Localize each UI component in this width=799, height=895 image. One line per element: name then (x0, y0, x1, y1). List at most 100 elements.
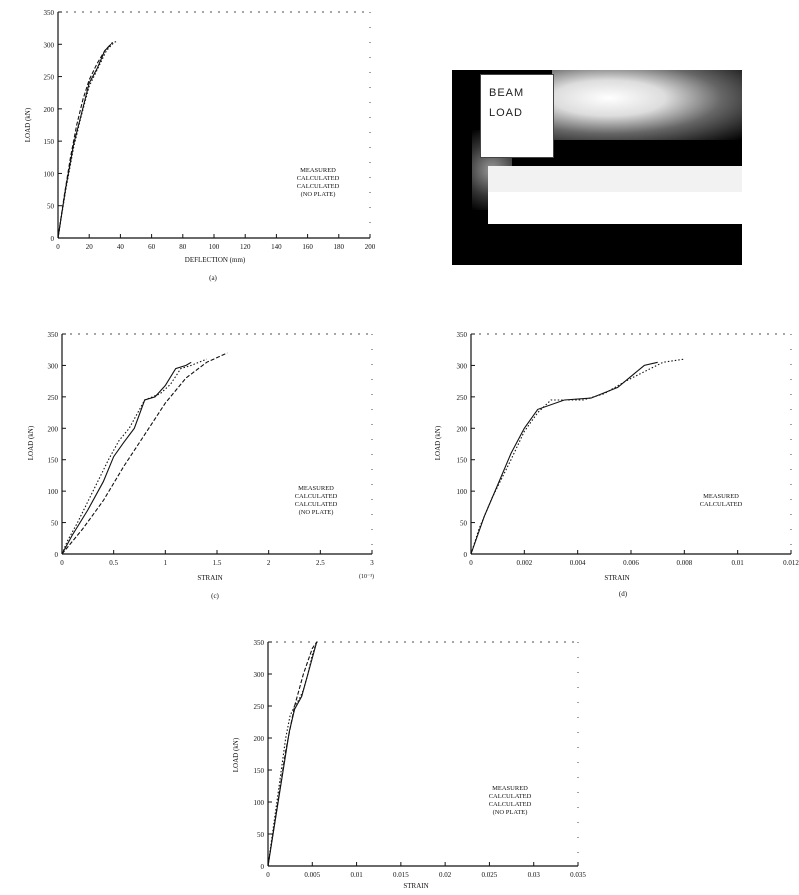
y-tick-label: 350 (44, 9, 55, 17)
x-tick-label: 0.015 (393, 871, 409, 879)
y-tick-label: 250 (457, 394, 468, 402)
chart-load-strain-e: 0 0.005 0.01 0.015 0.02 0.025 0.03 0.035 0 50 100 1… (232, 639, 586, 890)
x-tick-label: 20 (86, 243, 94, 251)
legend-entry: (NO PLATE) (493, 809, 528, 816)
y-tick-label: 350 (254, 639, 265, 647)
y-tick-label: 150 (457, 457, 468, 465)
series-line-1 (61, 358, 207, 555)
beam-photo: BEAM LOAD (452, 70, 742, 265)
x-tick-label: 0.004 (570, 559, 586, 567)
y-tick-label: 250 (44, 74, 55, 82)
y-tick-label: 250 (254, 703, 265, 711)
x-axis-label: DEFLECTION (mm) (185, 256, 246, 264)
series-line-2 (470, 361, 658, 555)
x-tick-label: 0.02 (439, 871, 452, 879)
y-tick-label: 0 (55, 551, 59, 559)
x-tick-label: 0.03 (528, 871, 541, 879)
y-tick-label: 200 (457, 425, 468, 433)
y-tick-label: 100 (254, 799, 265, 807)
y-tick-label: 250 (48, 394, 59, 402)
x-axis-label: STRAIN (604, 574, 629, 582)
beam-flange (488, 192, 742, 224)
y-tick-label: 300 (457, 362, 468, 370)
series-line-2 (61, 361, 192, 555)
y-tick-label: 300 (254, 671, 265, 679)
y-tick-label: 350 (48, 331, 59, 339)
x-tick-label: 180 (334, 243, 345, 251)
x-tick-label: 1.5 (213, 559, 222, 567)
y-tick-label: 50 (47, 203, 55, 211)
y-tick-label: 150 (254, 767, 265, 775)
plot-area: 0 0.005 0.01 0.015 0.02 0.025 0.03 0.035 0 50 100 1… (232, 639, 586, 890)
x-tick-label: 0 (60, 559, 64, 567)
legend-entry: CALCULATED (700, 501, 743, 508)
y-tick-label: 100 (457, 488, 468, 496)
legend-entry: CALCULATED (295, 501, 338, 508)
legend-entry: CALCULATED (295, 493, 338, 500)
series-line-1 (470, 358, 685, 555)
sign-line-2: LOAD (489, 107, 523, 119)
x-axis-label: STRAIN (403, 882, 428, 890)
x-tick-label: 40 (117, 243, 125, 251)
series-line-3 (267, 641, 318, 867)
x-tick-label: 0.008 (676, 559, 692, 567)
y-tick-label: 100 (48, 488, 59, 496)
legend-entry: CALCULATED (489, 793, 532, 800)
x-tick-label: 80 (179, 243, 187, 251)
plot-area: 0 0.002 0.004 0.006 0.008 0.01 0.012 0 50 100 150 2… (434, 331, 799, 598)
photo-highlight (552, 70, 742, 140)
series-line-2 (57, 43, 112, 239)
beam-web (488, 166, 742, 196)
plot-area: 0 0.5 1 1.5 2 2.5 3 (10⁻³) 0 50 100 150 200 250 300 350… (27, 331, 374, 600)
x-tick-label: 0 (266, 871, 270, 879)
panel-label: (d) (619, 590, 628, 598)
x-tick-label: 0.01 (350, 871, 363, 879)
y-axis-label: LOAD (kN) (434, 425, 442, 460)
legend-entry: MEASURED (298, 485, 334, 492)
x-tick-label: 0.01 (732, 559, 745, 567)
y-tick-label: 0 (464, 551, 468, 559)
y-tick-label: 200 (44, 106, 55, 114)
legend-entry: MEASURED (300, 167, 336, 174)
y-axis-label: LOAD (kN) (24, 107, 32, 142)
panel-label: (c) (211, 592, 219, 600)
x-multiplier: (10⁻³) (359, 573, 374, 580)
x-tick-label: 60 (148, 243, 156, 251)
x-tick-label: 0.006 (623, 559, 639, 567)
series-line-3 (61, 352, 228, 555)
legend-entry: (NO PLATE) (299, 509, 334, 516)
x-tick-label: 120 (240, 243, 251, 251)
y-tick-label: 200 (254, 735, 265, 743)
x-tick-label: 0 (469, 559, 473, 567)
sign-line-1: BEAM (489, 87, 525, 99)
series-line-3 (57, 41, 114, 239)
y-axis-label: LOAD (kN) (27, 425, 35, 460)
x-tick-label: 0 (56, 243, 60, 251)
x-tick-label: 0.012 (783, 559, 799, 567)
series-line-2 (267, 641, 318, 867)
y-tick-label: 0 (51, 235, 55, 243)
y-tick-label: 350 (457, 331, 468, 339)
x-tick-label: 100 (209, 243, 220, 251)
x-tick-label: 140 (271, 243, 282, 251)
x-tick-label: 0.025 (482, 871, 498, 879)
y-tick-label: 150 (48, 457, 59, 465)
x-tick-label: 0.5 (109, 559, 118, 567)
y-tick-label: 300 (48, 362, 59, 370)
y-tick-label: 100 (44, 170, 55, 178)
y-tick-label: 50 (51, 520, 59, 528)
x-tick-label: 3 (370, 559, 374, 567)
x-tick-label: 160 (302, 243, 313, 251)
x-tick-label: 1 (164, 559, 168, 567)
legend-entry: MEASURED (492, 785, 528, 792)
x-tick-label: 200 (365, 243, 376, 251)
legend-entry: (NO PLATE) (301, 191, 336, 198)
series-line-1 (267, 641, 318, 867)
y-axis-label: LOAD (kN) (232, 737, 240, 772)
chart-load-strain-c: 0 0.5 1 1.5 2 2.5 3 (10⁻³) 0 50 100 150 200 250 300 350… (27, 331, 374, 600)
x-tick-label: 2 (267, 559, 271, 567)
y-tick-label: 200 (48, 425, 59, 433)
y-tick-label: 300 (44, 41, 55, 49)
chart-load-deflection: 0 20 40 60 80 100 120 140 160 180 200 0 50 100 150 200 2… (24, 9, 376, 282)
legend-entry: CALCULATED (297, 183, 340, 190)
